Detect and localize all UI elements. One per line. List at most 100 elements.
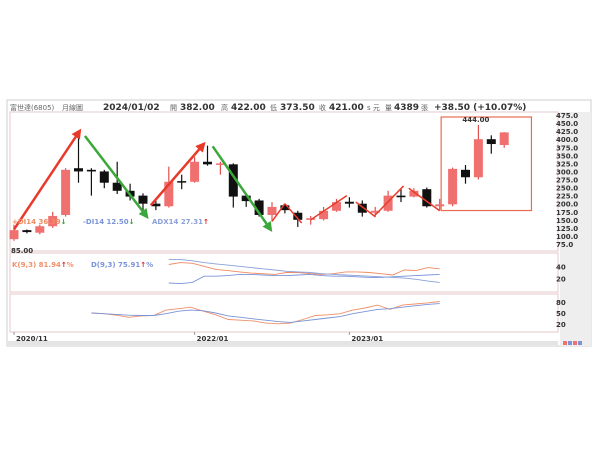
toolbar-icons[interactable] [563, 341, 582, 345]
trend-line [355, 201, 376, 218]
candle-body [332, 202, 341, 211]
candle-body [177, 181, 187, 183]
trend-line [271, 203, 286, 222]
candle [448, 167, 458, 207]
candle-body [473, 139, 483, 178]
price-tick-label: 275.0 [556, 177, 578, 185]
candle [473, 124, 483, 180]
series-value: 27.31 [181, 218, 203, 226]
price-tick-label: 175.0 [556, 209, 578, 217]
change-value: +38.50 (+10.07%) [434, 103, 526, 113]
arrow-up-icon: ↑ [140, 261, 146, 269]
indicator-legend: K(9,3) 81.94↑% [12, 261, 74, 269]
stock-name: 富世達(6805) [10, 103, 55, 112]
low-label: 低 [270, 103, 277, 112]
candle-body [35, 226, 45, 233]
candle [319, 206, 329, 221]
indicator-line-d-9-3- [91, 303, 440, 323]
close-value: 421.00 [329, 103, 364, 113]
indicator-line--di14 [168, 262, 440, 276]
candle-body [61, 169, 71, 215]
price-tick-label: 150.0 [556, 217, 578, 225]
candle [332, 198, 341, 212]
horizontal-scrollbar[interactable] [8, 341, 558, 345]
date: 2024/01/02 [103, 103, 160, 113]
series-name: ADX14 [152, 218, 181, 226]
price-tick-label: 450.0 [556, 120, 578, 128]
high-value: 422.00 [231, 103, 266, 113]
min-price-label: 85.00 [11, 247, 33, 255]
price-tick-label: 225.0 [556, 193, 578, 201]
candle [61, 168, 71, 217]
price-tick-label: 300.0 [556, 168, 578, 176]
dmi-panel [9, 252, 559, 293]
candle-body [409, 190, 419, 197]
price-tick-label: 350.0 [556, 152, 578, 160]
series-value: 75.91 [118, 261, 140, 269]
candle [370, 206, 380, 218]
candle-body [190, 161, 200, 182]
open-label: 開 [170, 104, 177, 112]
price-tick-label: 375.0 [556, 144, 578, 152]
candle-body [48, 215, 58, 227]
series-unit: % [146, 261, 153, 269]
series-name: D(9,3) [91, 261, 118, 269]
candle-body [448, 168, 458, 205]
header-bar: 富世達(6805) 月線圖 2024/01/02 開 382.00 高 422.… [10, 103, 526, 113]
trend-line [374, 185, 405, 216]
candle-body [499, 132, 509, 145]
candle [267, 202, 277, 222]
candle-body [435, 204, 445, 207]
candle-body [486, 139, 496, 145]
open-value: 382.00 [180, 103, 215, 113]
unit-label: s 元 [367, 104, 380, 112]
candle-body [9, 230, 19, 240]
candle [164, 166, 174, 208]
trend-arrow-up [149, 141, 206, 207]
arrow-up-icon: ↑ [203, 218, 209, 226]
candle-body [86, 169, 96, 172]
candle [396, 189, 406, 203]
candle-body [370, 210, 380, 213]
candle [228, 163, 238, 208]
indicator-legend: ADX14 27.31↑ [152, 218, 209, 226]
arrow-up-icon: ↑ [61, 261, 67, 269]
candle-body [241, 195, 251, 202]
series-name: K(9,3) [12, 261, 39, 269]
candle-body [319, 210, 329, 220]
candle [151, 201, 161, 211]
candle-body [280, 205, 290, 211]
arrow-down-icon: ↓ [61, 218, 67, 226]
period-label: 月線圖 [62, 103, 83, 112]
candle [280, 203, 290, 214]
series-value: 12.50 [107, 218, 129, 226]
low-value: 373.50 [280, 103, 315, 113]
series-value: 36.39 [38, 218, 60, 226]
candle [86, 168, 96, 196]
indicator-tick-label: 40 [556, 263, 566, 271]
indicator-legend: -DI14 12.50↓ [83, 218, 135, 226]
candle-body [22, 230, 32, 233]
indicator-tick-label: 20 [556, 276, 566, 284]
candle [35, 224, 45, 235]
candle [461, 164, 470, 184]
candle [177, 174, 187, 190]
candle [190, 156, 200, 183]
arrow-down-icon: ↓ [129, 218, 135, 226]
candle [74, 134, 83, 183]
x-tick-label: 2020/11 [16, 335, 48, 343]
candle-body [383, 195, 393, 211]
candle-body [138, 195, 148, 204]
candle-body [396, 195, 406, 198]
candle [215, 161, 225, 175]
candle-body [461, 169, 470, 178]
candle-body [228, 164, 238, 197]
candle-body [164, 181, 174, 207]
series-name: +DI14 [12, 218, 38, 226]
series-name: -DI14 [83, 218, 107, 226]
highlight-box [440, 116, 533, 212]
candle-body [267, 206, 277, 215]
candle [357, 200, 367, 217]
indicator-legend: D(9,3) 75.91↑% [91, 261, 153, 269]
